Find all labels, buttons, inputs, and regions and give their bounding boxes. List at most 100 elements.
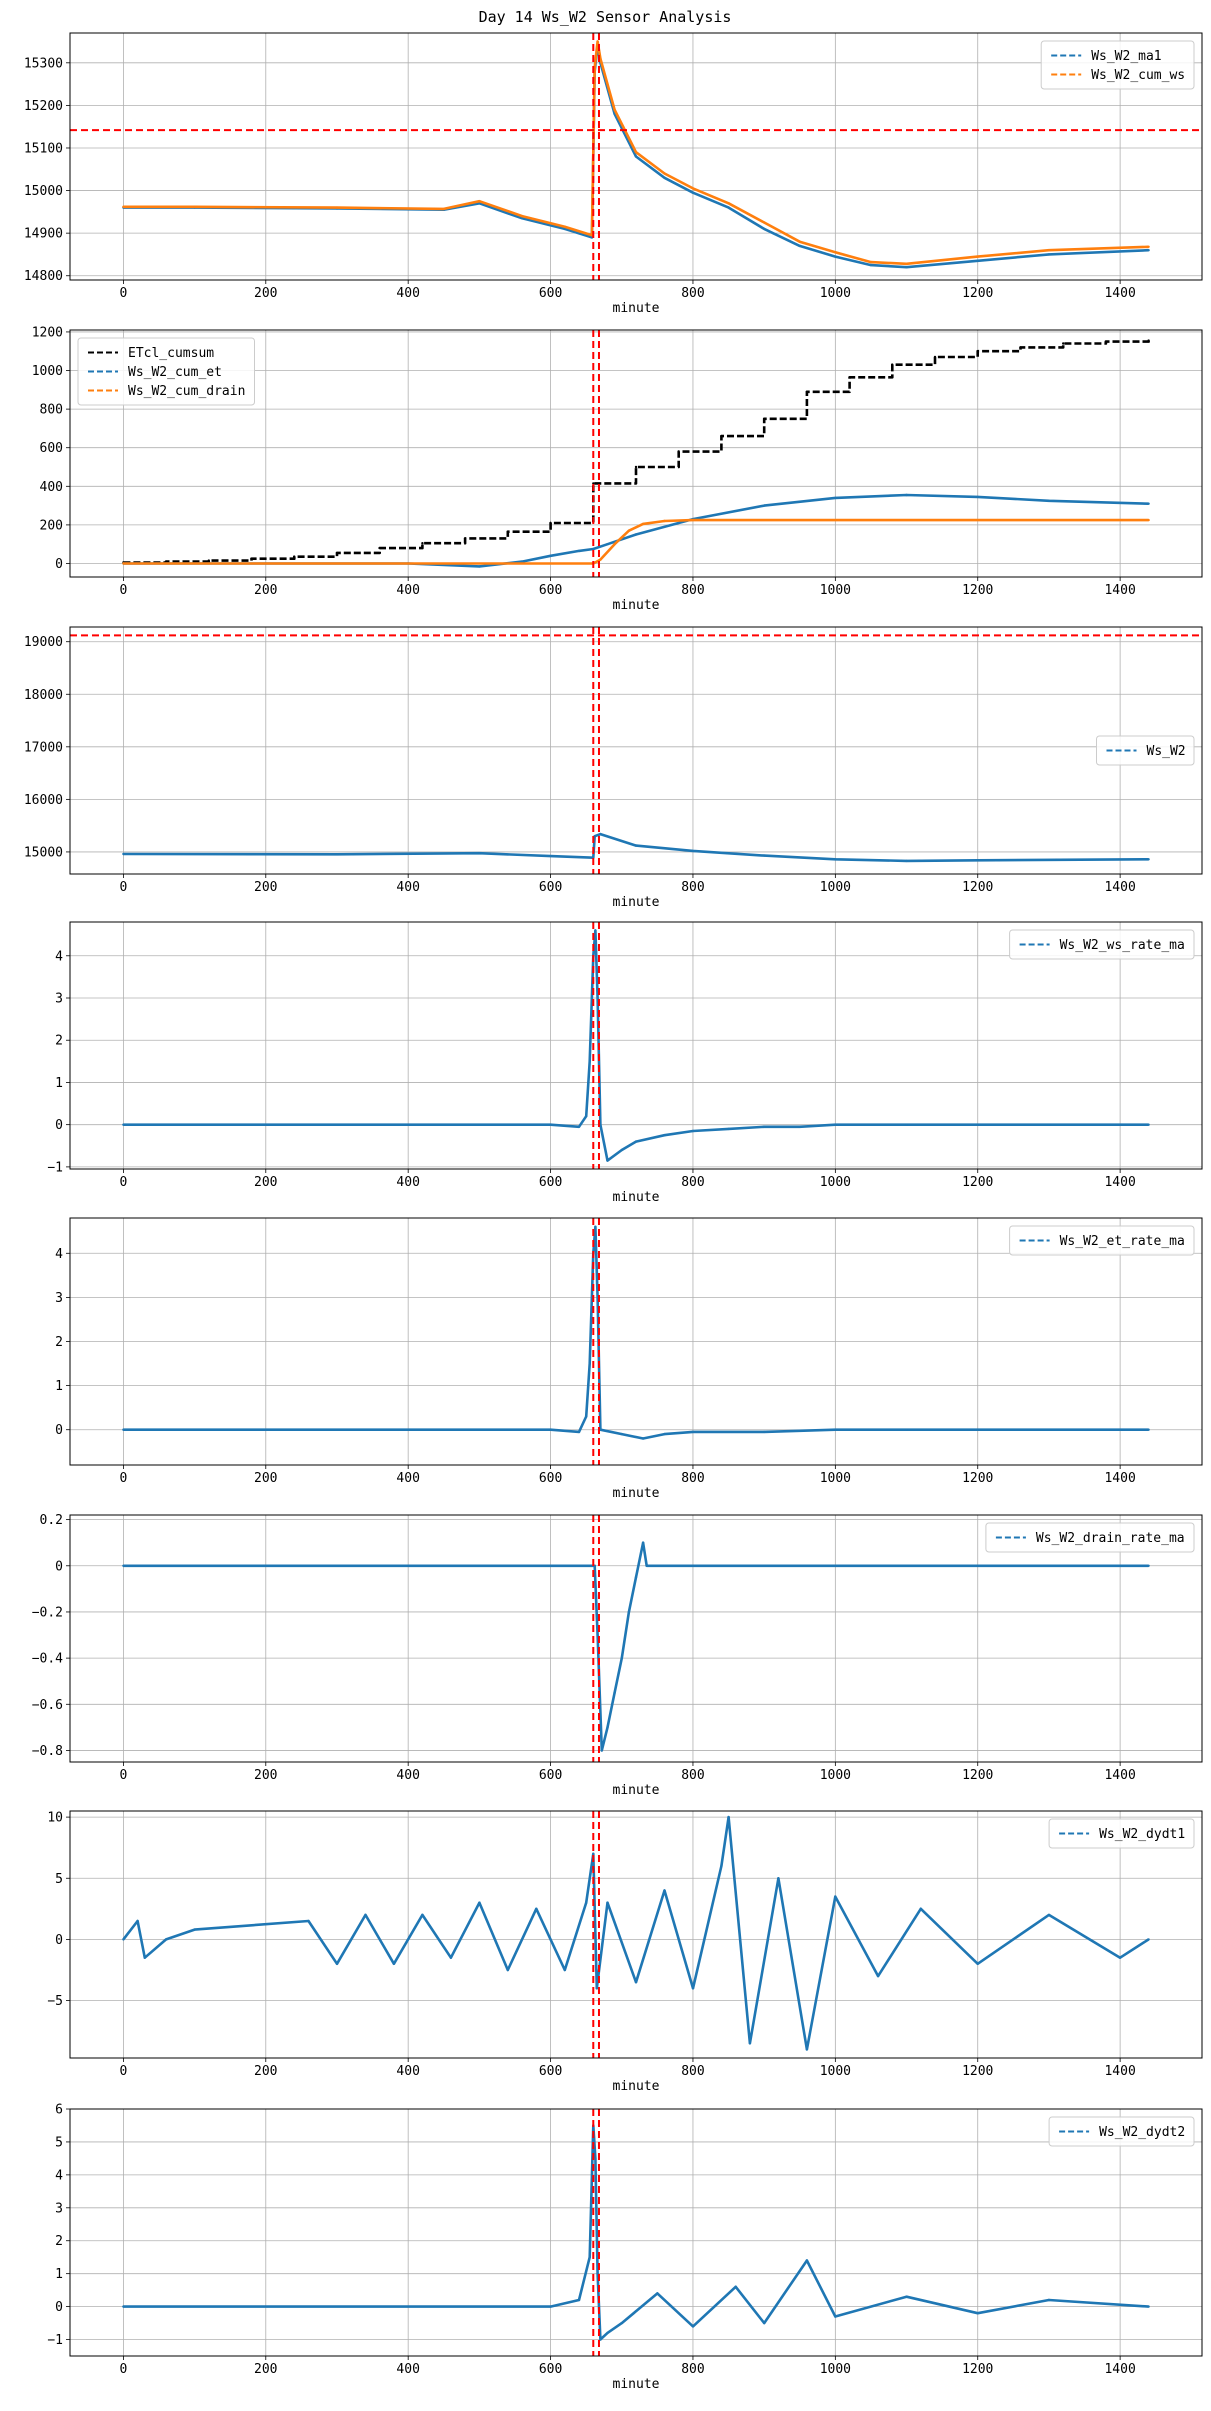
x-tick-label: 1000 — [820, 583, 851, 598]
y-tick-label: 3 — [55, 992, 63, 1007]
legend-box — [1009, 1225, 1195, 1256]
legend-label: Ws_W2_cum_et — [128, 365, 222, 380]
x-axis-label: minute — [613, 1190, 660, 1205]
data-point — [1147, 1428, 1150, 1431]
x-axis-label: minute — [613, 2079, 660, 2094]
legend-box — [1009, 929, 1195, 960]
data-point — [594, 929, 597, 932]
legend-label: Ws_W2_dydt2 — [1099, 2125, 1185, 2140]
data-point — [641, 1437, 645, 1440]
x-tick-label: 1000 — [820, 2362, 851, 2377]
y-tick-label: 0 — [55, 1423, 63, 1438]
legend-label: Ws_W2_dydt1 — [1099, 1827, 1185, 1842]
legend-label: Ws_W2 — [1147, 744, 1186, 759]
data-point — [1047, 1913, 1051, 1917]
data-point — [905, 266, 908, 269]
data-point — [136, 1919, 139, 1923]
series-line-1 — [123, 832, 1149, 863]
data-point — [691, 1129, 695, 1133]
data-point — [634, 533, 638, 536]
x-tick-label: 600 — [539, 2362, 562, 2377]
legend-box — [1048, 2116, 1195, 2147]
data-point — [378, 546, 381, 550]
data-point — [549, 521, 552, 525]
y-tick-label: 6 — [55, 2103, 63, 2118]
data-point — [1047, 253, 1051, 256]
x-tick-label: 1400 — [1104, 1471, 1135, 1486]
x-tick-label: 400 — [396, 2064, 419, 2079]
data-point — [506, 530, 509, 533]
data-point — [563, 225, 566, 228]
data-point — [805, 390, 809, 393]
x-tick-label: 1400 — [1104, 583, 1135, 598]
data-point — [976, 1428, 979, 1431]
y-tick-label: 19000 — [24, 635, 63, 650]
data-point — [905, 1123, 908, 1126]
y-tick-label: 2 — [55, 2234, 63, 2249]
y-tick-label: 1 — [55, 2267, 63, 2282]
series-line-1 — [123, 2124, 1149, 2341]
data-point — [1147, 502, 1150, 505]
data-point — [596, 40, 599, 43]
data-point — [677, 450, 680, 453]
data-point — [421, 1913, 424, 1917]
x-tick-label: 800 — [681, 2064, 704, 2079]
data-point — [763, 221, 766, 224]
y-tick-label: 15000 — [24, 845, 63, 860]
data-point — [976, 255, 979, 258]
data-point — [876, 1974, 880, 1978]
data-point — [976, 2312, 979, 2315]
x-tick-label: 800 — [681, 2362, 704, 2377]
data-point — [122, 2305, 125, 2308]
data-point — [727, 206, 730, 209]
data-point — [1147, 518, 1150, 522]
data-point — [520, 560, 524, 563]
data-point — [585, 1115, 588, 1118]
data-point — [634, 844, 638, 847]
x-tick-label: 800 — [681, 583, 704, 598]
data-point — [122, 852, 125, 856]
data-point — [620, 1432, 623, 1436]
y-tick-label: 600 — [40, 441, 63, 456]
data-point — [763, 1430, 766, 1434]
x-tick-label: 600 — [539, 1175, 562, 1190]
panel-4: 0 200 400 600 800 1000 1200 1400 −1 0 1 2 3 4 minute Ws… — [47, 921, 1203, 1205]
data-point — [720, 1864, 723, 1868]
x-tick-label: 600 — [539, 286, 562, 301]
panel-7: 0 200 400 600 800 1000 1200 1400 −5 0 5 10 minute Ws_… — [47, 1810, 1203, 2094]
data-point — [976, 1123, 979, 1126]
y-tick-label: 17000 — [24, 740, 63, 755]
series-line-1 — [123, 1541, 1149, 1752]
data-point — [606, 1159, 609, 1162]
x-tick-label: 800 — [681, 1175, 704, 1190]
x-tick-label: 1000 — [820, 880, 851, 895]
data-point — [620, 1148, 623, 1152]
y-tick-label: 4 — [55, 2168, 63, 2183]
x-tick-label: 200 — [254, 1471, 277, 1486]
legend: Ws_W2_dydt1 — [1048, 1818, 1195, 1849]
data-point — [691, 1987, 695, 1990]
data-point — [520, 217, 524, 220]
data-point — [620, 1656, 623, 1660]
y-tick-label: 16000 — [24, 793, 63, 808]
data-point — [976, 350, 979, 353]
y-tick-label: 14800 — [24, 269, 63, 284]
x-tick-label: 800 — [681, 880, 704, 895]
legend-box — [77, 337, 255, 406]
x-tick-label: 800 — [681, 1768, 704, 1783]
y-tick-label: 1 — [55, 1076, 63, 1091]
x-tick-label: 0 — [119, 1471, 127, 1486]
data-point — [392, 1962, 396, 1966]
series-line-1 — [123, 929, 1149, 1162]
data-point — [293, 555, 296, 558]
data-point — [727, 1127, 730, 1131]
data-point — [834, 251, 837, 254]
legend-box — [1040, 40, 1195, 90]
legend-label: ETcl_cumsum — [128, 346, 214, 361]
x-tick-label: 200 — [254, 2362, 277, 2377]
y-tick-label: 15200 — [24, 99, 63, 114]
y-tick-label: −0.8 — [32, 1744, 63, 1759]
data-point — [549, 2305, 552, 2308]
y-tick-label: 0 — [55, 557, 63, 572]
x-tick-label: 0 — [119, 1175, 127, 1190]
